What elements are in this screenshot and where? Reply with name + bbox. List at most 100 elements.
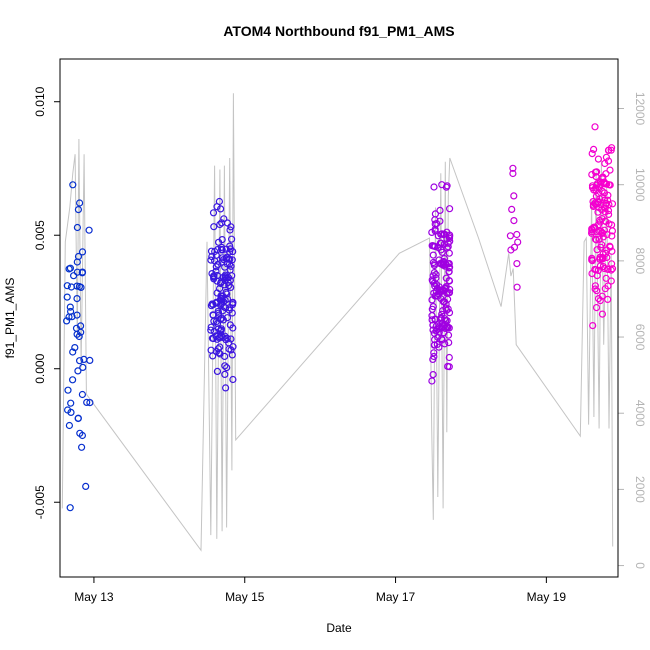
plot-frame bbox=[59, 58, 619, 578]
data-point bbox=[210, 272, 218, 280]
data-point bbox=[75, 332, 83, 341]
data-point bbox=[83, 398, 91, 406]
data-point bbox=[591, 285, 599, 293]
data-point bbox=[222, 384, 230, 392]
data-point bbox=[589, 322, 597, 330]
data-point bbox=[438, 286, 446, 294]
data-point bbox=[73, 311, 81, 319]
data-point bbox=[510, 243, 519, 251]
data-point bbox=[207, 256, 215, 264]
x-tick-label-1: May 15 bbox=[225, 590, 265, 604]
data-point bbox=[77, 443, 86, 451]
data-point bbox=[209, 352, 217, 360]
data-point bbox=[216, 285, 224, 293]
data-point bbox=[445, 277, 454, 285]
data-point bbox=[78, 390, 87, 399]
data-point bbox=[219, 307, 227, 315]
data-point bbox=[212, 348, 220, 356]
data-point bbox=[594, 155, 603, 163]
data-point bbox=[226, 304, 234, 312]
data-point bbox=[588, 150, 596, 158]
data-point bbox=[589, 201, 598, 209]
data-point bbox=[73, 282, 81, 290]
data-point bbox=[598, 206, 606, 214]
data-point bbox=[209, 209, 218, 217]
data-point bbox=[592, 236, 601, 244]
x-tick-label-0: May 13 bbox=[74, 590, 114, 604]
data-point bbox=[606, 166, 614, 174]
y2-tick-label-0: 0 bbox=[633, 562, 647, 569]
data-point bbox=[592, 184, 600, 192]
data-point bbox=[442, 317, 450, 325]
y-tick-label-2: 0.005 bbox=[33, 220, 47, 250]
data-point bbox=[441, 285, 449, 293]
data-point bbox=[601, 208, 609, 216]
data-point bbox=[508, 205, 516, 213]
data-point bbox=[63, 293, 71, 301]
data-point bbox=[219, 316, 227, 324]
data-point bbox=[593, 272, 601, 280]
data-point bbox=[221, 352, 229, 360]
y2-tick-label-5: 10000 bbox=[633, 168, 647, 202]
x-tick-label-3: May 19 bbox=[527, 590, 567, 604]
y2-tick-label-6: 12000 bbox=[633, 92, 647, 126]
data-point bbox=[430, 269, 438, 277]
data-point bbox=[429, 355, 437, 363]
chart-title: ATOM4 Northbound f91_PM1_AMS bbox=[223, 23, 454, 39]
data-point bbox=[218, 294, 226, 302]
data-point bbox=[603, 246, 611, 254]
data-point bbox=[445, 268, 453, 276]
data-point bbox=[80, 355, 88, 363]
data-point bbox=[428, 377, 436, 385]
data-point bbox=[608, 232, 616, 240]
data-point bbox=[208, 253, 216, 261]
data-point bbox=[225, 282, 233, 290]
data-point bbox=[601, 285, 609, 293]
data-point bbox=[207, 302, 215, 310]
data-point bbox=[68, 376, 77, 384]
data-point bbox=[228, 235, 236, 243]
data-point bbox=[604, 146, 613, 154]
data-point bbox=[591, 168, 600, 176]
data-point bbox=[432, 322, 440, 330]
data-point bbox=[221, 332, 229, 340]
data-point bbox=[213, 203, 221, 211]
data-point bbox=[216, 315, 225, 323]
data-point bbox=[66, 303, 74, 311]
data-point bbox=[509, 169, 517, 178]
secondary-series-line bbox=[61, 93, 614, 552]
data-point bbox=[444, 295, 452, 303]
data-point bbox=[608, 247, 616, 255]
data-point bbox=[225, 339, 233, 347]
data-point bbox=[223, 260, 231, 268]
data-point bbox=[218, 219, 226, 227]
data-point bbox=[212, 332, 220, 340]
data-point bbox=[222, 245, 230, 253]
data-point bbox=[63, 282, 71, 290]
data-point bbox=[445, 264, 453, 272]
data-point bbox=[429, 251, 437, 259]
data-point bbox=[223, 290, 231, 298]
data-point bbox=[513, 230, 521, 239]
data-point bbox=[598, 292, 606, 300]
data-point bbox=[221, 271, 229, 279]
data-point bbox=[429, 371, 437, 379]
data-point bbox=[223, 314, 231, 322]
data-point bbox=[227, 283, 235, 291]
y2-tick-label-2: 4000 bbox=[633, 400, 647, 427]
data-point bbox=[217, 205, 225, 213]
data-point bbox=[78, 248, 87, 256]
data-point bbox=[76, 429, 84, 437]
data-point bbox=[207, 326, 215, 334]
data-point bbox=[429, 321, 437, 329]
data-point bbox=[588, 254, 596, 262]
data-point bbox=[69, 272, 78, 280]
data-point bbox=[600, 179, 608, 187]
data-point bbox=[440, 230, 448, 238]
data-point bbox=[74, 367, 82, 375]
data-point bbox=[435, 328, 443, 336]
data-point bbox=[75, 199, 84, 207]
y-axis-label: f91_PM1_AMS bbox=[3, 278, 17, 359]
data-point bbox=[66, 504, 74, 512]
data-point bbox=[64, 386, 72, 394]
